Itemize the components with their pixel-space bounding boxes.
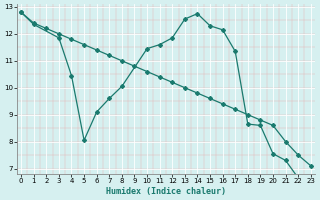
X-axis label: Humidex (Indice chaleur): Humidex (Indice chaleur) xyxy=(106,187,226,196)
